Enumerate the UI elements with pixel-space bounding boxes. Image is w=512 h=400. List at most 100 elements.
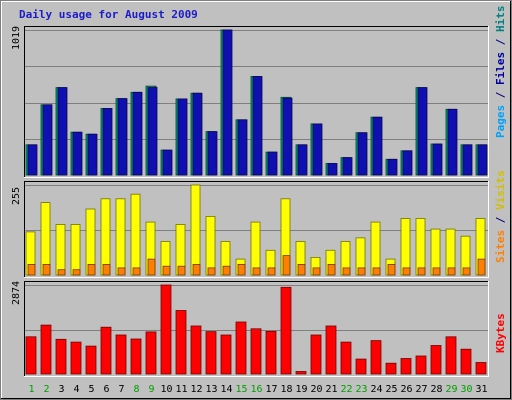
day-label-21: 21 (325, 384, 337, 395)
day-label-1: 1 (28, 384, 34, 395)
day-label-17: 17 (265, 384, 277, 395)
bar-visits-day-24 (370, 221, 381, 276)
bar-files-day-20 (312, 123, 323, 176)
bar-sites-day-4 (72, 269, 81, 276)
bar-files-day-14 (222, 29, 233, 176)
bar-kbytes-day-28 (430, 345, 442, 375)
bar-files-day-25 (387, 158, 398, 176)
bar-sites-day-11 (177, 265, 186, 276)
bar-visits-day-13 (205, 215, 216, 276)
bar-files-day-26 (402, 150, 413, 176)
bar-sites-day-27 (417, 267, 426, 276)
day-label-30: 30 (460, 384, 472, 395)
bar-files-day-28 (432, 143, 443, 176)
side-legend-visits-sites: Sites / Visits (494, 170, 507, 263)
bar-files-day-12 (192, 92, 203, 176)
bar-files-day-3 (57, 87, 68, 176)
legend-segment: Files (494, 52, 507, 85)
bar-kbytes-day-12 (190, 325, 202, 375)
bar-visits-day-3 (55, 224, 66, 276)
ymax-label-visits-sites: 255 (11, 187, 22, 205)
bar-kbytes-day-30 (460, 348, 472, 375)
bar-files-day-17 (267, 151, 278, 176)
bar-files-day-10 (162, 149, 173, 176)
bar-files-day-16 (252, 76, 263, 176)
bar-visits-day-27 (415, 218, 426, 276)
bar-sites-day-12 (192, 263, 201, 276)
day-label-20: 20 (310, 384, 322, 395)
bar-kbytes-day-8 (130, 338, 142, 375)
day-label-29: 29 (445, 384, 457, 395)
bar-kbytes-day-29 (445, 336, 457, 375)
legend-segment: KBytes (494, 313, 507, 353)
legend-segment: Sites (494, 230, 507, 263)
bar-sites-day-23 (357, 267, 366, 276)
bar-files-day-31 (477, 144, 488, 176)
day-label-25: 25 (385, 384, 397, 395)
bar-kbytes-day-19 (295, 371, 307, 375)
bar-sites-day-7 (117, 267, 126, 276)
bar-sites-day-13 (207, 267, 216, 276)
bar-files-day-9 (147, 87, 158, 176)
bar-files-day-5 (87, 133, 98, 176)
day-label-12: 12 (190, 384, 202, 395)
bar-kbytes-day-27 (415, 355, 427, 375)
bar-files-day-1 (27, 144, 38, 176)
panel-pages-files-hits: 1019 Pages / Files / Hits (11, 6, 507, 178)
bar-kbytes-day-1 (25, 336, 37, 375)
bar-sites-day-19 (297, 263, 306, 276)
bar-kbytes-day-13 (205, 331, 217, 375)
day-label-4: 4 (73, 384, 79, 395)
bar-files-day-7 (117, 98, 128, 176)
bar-sites-day-22 (342, 267, 351, 276)
bar-visits-day-7 (115, 198, 126, 276)
bar-visits-day-16 (250, 221, 261, 276)
bar-files-day-22 (342, 157, 353, 176)
day-label-13: 13 (205, 384, 217, 395)
bar-sites-day-10 (162, 265, 171, 276)
bar-sites-day-9 (147, 258, 156, 276)
bar-kbytes-day-7 (115, 334, 127, 375)
bar-sites-day-18 (282, 255, 291, 276)
bar-files-day-2 (42, 104, 53, 176)
day-label-19: 19 (295, 384, 307, 395)
day-axis-labels: 1 2 3 4 5 6 7 8 9 10 11 12 13 14 15 16 17 18 19 20 21 22 23 24 2… (28, 384, 487, 395)
bar-kbytes-day-26 (400, 358, 412, 375)
panel-visits-sites: 255 Sites / Visits (11, 170, 507, 278)
bar-files-day-8 (132, 91, 143, 176)
day-label-5: 5 (88, 384, 94, 395)
legend-segment: / (494, 85, 507, 105)
legend-segment: / (494, 32, 507, 52)
bar-kbytes-day-6 (100, 326, 112, 375)
side-legend-pages-files-hits: Pages / Files / Hits (494, 6, 507, 139)
panel-kbytes: 2874 KBytes (11, 281, 507, 377)
bar-kbytes-day-18 (280, 286, 292, 375)
bar-files-day-27 (417, 87, 428, 176)
bar-files-day-6 (102, 108, 113, 176)
day-label-16: 16 (250, 384, 262, 395)
day-label-24: 24 (370, 384, 382, 395)
bar-sites-day-30 (462, 267, 471, 276)
bar-files-day-24 (372, 116, 383, 176)
day-label-31: 31 (475, 384, 487, 395)
panels-layer: 1019 Pages / Files / Hits 255 Sites / Visit… (11, 6, 507, 377)
bar-files-day-13 (207, 131, 218, 176)
bar-kbytes-day-5 (85, 345, 97, 375)
bar-sites-day-8 (132, 267, 141, 276)
day-label-14: 14 (220, 384, 232, 395)
legend-segment: / (494, 210, 507, 230)
bar-visits-day-8 (130, 193, 141, 276)
bar-files-day-11 (177, 98, 188, 176)
bar-sites-day-17 (267, 267, 276, 276)
bar-kbytes-day-16 (250, 328, 262, 375)
bar-kbytes-day-2 (40, 324, 52, 375)
bar-sites-day-2 (42, 263, 51, 276)
bar-files-day-21 (327, 163, 338, 176)
day-label-22: 22 (340, 384, 352, 395)
day-label-15: 15 (235, 384, 247, 395)
legend-segment: Visits (494, 170, 507, 210)
day-label-2: 2 (43, 384, 49, 395)
bar-kbytes-day-3 (55, 338, 67, 375)
